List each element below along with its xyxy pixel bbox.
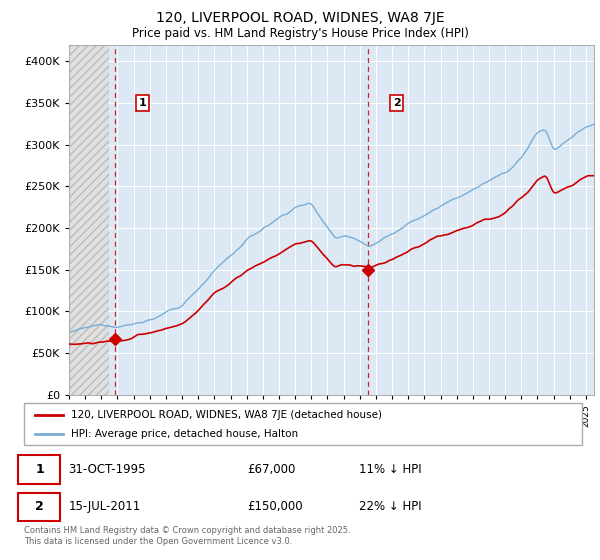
Text: 22% ↓ HPI: 22% ↓ HPI [359,501,421,514]
Text: 120, LIVERPOOL ROAD, WIDNES, WA8 7JE (detached house): 120, LIVERPOOL ROAD, WIDNES, WA8 7JE (de… [71,409,382,419]
Text: 11% ↓ HPI: 11% ↓ HPI [359,463,421,475]
Text: 15-JUL-2011: 15-JUL-2011 [68,501,141,514]
Text: Price paid vs. HM Land Registry's House Price Index (HPI): Price paid vs. HM Land Registry's House … [131,27,469,40]
FancyBboxPatch shape [19,493,60,521]
Bar [69,45,109,395]
Text: 2: 2 [393,98,400,108]
FancyBboxPatch shape [19,455,60,483]
Text: 1: 1 [35,463,44,475]
Text: 120, LIVERPOOL ROAD, WIDNES, WA8 7JE: 120, LIVERPOOL ROAD, WIDNES, WA8 7JE [155,11,445,25]
Text: £150,000: £150,000 [247,501,303,514]
Text: HPI: Average price, detached house, Halton: HPI: Average price, detached house, Halt… [71,429,299,439]
Text: 31-OCT-1995: 31-OCT-1995 [68,463,146,475]
Text: Contains HM Land Registry data © Crown copyright and database right 2025.
This d: Contains HM Land Registry data © Crown c… [24,526,350,546]
Text: £67,000: £67,000 [247,463,296,475]
Text: 1: 1 [139,98,146,108]
FancyBboxPatch shape [24,403,582,445]
Text: 2: 2 [35,501,44,514]
